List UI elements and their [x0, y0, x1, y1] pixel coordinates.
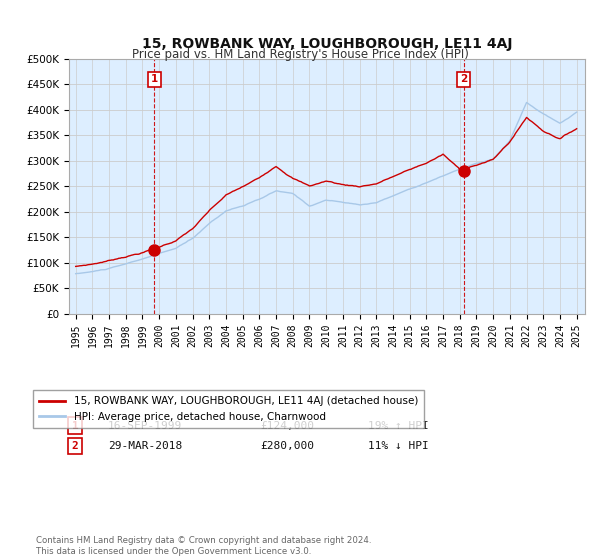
- Text: £280,000: £280,000: [260, 441, 314, 451]
- Text: 11% ↓ HPI: 11% ↓ HPI: [368, 441, 429, 451]
- Text: 1: 1: [151, 74, 158, 84]
- Text: Price paid vs. HM Land Registry's House Price Index (HPI): Price paid vs. HM Land Registry's House …: [131, 48, 469, 60]
- Text: 2: 2: [460, 74, 467, 84]
- Text: 29-MAR-2018: 29-MAR-2018: [108, 441, 182, 451]
- Text: 19% ↑ HPI: 19% ↑ HPI: [368, 421, 429, 431]
- Text: 1: 1: [71, 421, 79, 431]
- Text: £124,000: £124,000: [260, 421, 314, 431]
- Text: 2: 2: [71, 441, 79, 451]
- Text: 16-SEP-1999: 16-SEP-1999: [108, 421, 182, 431]
- Legend: 15, ROWBANK WAY, LOUGHBOROUGH, LE11 4AJ (detached house), HPI: Average price, de: 15, ROWBANK WAY, LOUGHBOROUGH, LE11 4AJ …: [33, 390, 424, 428]
- Text: Contains HM Land Registry data © Crown copyright and database right 2024.
This d: Contains HM Land Registry data © Crown c…: [36, 536, 371, 556]
- Title: 15, ROWBANK WAY, LOUGHBOROUGH, LE11 4AJ: 15, ROWBANK WAY, LOUGHBOROUGH, LE11 4AJ: [142, 37, 512, 51]
